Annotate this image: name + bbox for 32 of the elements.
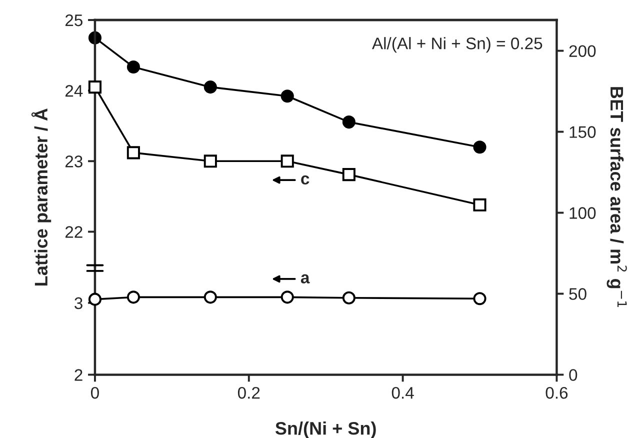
x-tick-label: 0.2: [238, 386, 260, 399]
y-tick-label: 3: [74, 297, 82, 310]
x-axis-title: Sn/(Ni + Sn): [275, 421, 376, 438]
point: [204, 154, 217, 168]
point: [473, 140, 486, 154]
point: [126, 60, 140, 74]
y-tick-label: 22: [65, 226, 82, 238]
y2-tick-label: 0: [569, 369, 578, 381]
annotation: Al/(Al + Ni + Sn) = 0.25: [372, 37, 542, 53]
y2-tick-label: 150: [570, 126, 596, 138]
point: [280, 154, 294, 168]
point: [342, 116, 356, 129]
point: [126, 146, 140, 160]
y2-tick-label: 200: [569, 45, 596, 57]
x-tick-label: 0: [90, 386, 99, 399]
y2-tick-label: 100: [570, 207, 596, 219]
y-tick-label: 24: [65, 84, 83, 97]
point: [280, 90, 294, 103]
y2-tick-label: 50: [569, 288, 586, 300]
y-tick-label: 25: [65, 14, 82, 26]
y-tick-label: 23: [65, 156, 82, 168]
point: [473, 198, 486, 212]
point: [342, 168, 356, 182]
y2-axis-title: BET surface area / m$^{2}$ g$^{−1}$: [606, 87, 627, 307]
y-tick-label: 2: [74, 369, 82, 381]
x-tick-label: 0.4: [392, 386, 414, 399]
point: [204, 80, 217, 94]
annotation: c: [301, 175, 310, 185]
point: [88, 80, 102, 94]
annotation: a: [300, 274, 310, 284]
y-axis-title: Lattice parameter / Å: [31, 108, 52, 286]
x-tick-label: 0.6: [546, 386, 568, 399]
